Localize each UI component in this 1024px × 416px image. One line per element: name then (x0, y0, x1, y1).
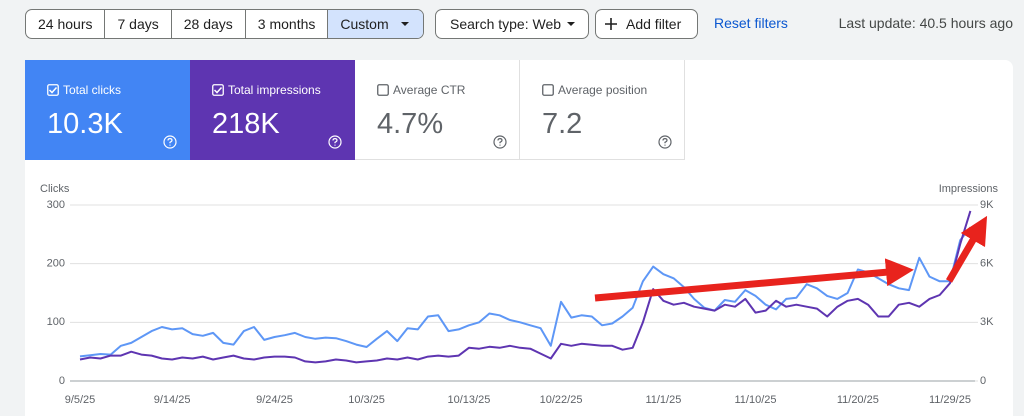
y-axis-label: Clicks (40, 183, 70, 195)
help-icon (328, 135, 342, 149)
metric-label: Average CTR (393, 83, 466, 97)
help-glyph (332, 137, 338, 146)
y-tick-label: 300 (47, 199, 65, 211)
help-glyph (662, 137, 668, 146)
metric-value: 10.3K (47, 108, 123, 140)
metric-card[interactable]: Total impressions 218K (190, 60, 355, 160)
date-range-group: 24 hours 7 days 28 days 3 months Custom (25, 9, 424, 39)
help-circle (163, 135, 177, 149)
checkbox-box (47, 84, 59, 96)
help-glyph (167, 137, 173, 146)
x-tick-label: 11/10/25 (735, 394, 777, 406)
y2-tick-label: 0 (980, 375, 986, 387)
date-range-button[interactable]: 28 days (170, 10, 245, 38)
help-circle (493, 135, 507, 149)
plus-icon (605, 18, 617, 30)
checkbox (47, 84, 59, 96)
add-filter-button[interactable]: Add filter (595, 9, 698, 39)
search-type-text: Search type: Web (450, 16, 562, 32)
metric-value: 4.7% (377, 108, 444, 140)
x-tick-label: 9/24/25 (256, 394, 293, 406)
checkmark (48, 86, 58, 94)
checkbox (212, 84, 224, 96)
checkbox-box (377, 84, 389, 96)
x-tick-label: 11/1/25 (645, 394, 681, 406)
help-icon (493, 135, 507, 149)
series-line (79, 210, 972, 364)
last-update: Last update: 40.5 hours ago (838, 15, 1013, 31)
metric-label: Average position (558, 83, 648, 97)
checkbox (542, 84, 554, 96)
help-glyph (497, 137, 503, 146)
date-range-button[interactable]: 24 hours (38, 16, 93, 32)
metric-label: Total impressions (228, 83, 321, 97)
y2-tick-label: 3K (980, 316, 994, 328)
x-tick-label: 10/22/25 (540, 394, 583, 406)
y-tick-label: 200 (47, 258, 65, 270)
checkbox-box (212, 84, 224, 96)
metric-value: 7.2 (542, 108, 583, 140)
x-tick-label: 10/13/25 (448, 394, 491, 406)
metric-card[interactable]: Average CTR 4.7% (355, 60, 520, 160)
x-tick-label: 11/29/25 (929, 394, 971, 406)
y2-tick-label: 6K (980, 258, 994, 270)
help-icon (658, 135, 672, 149)
caret (567, 22, 575, 26)
x-tick-label: 10/3/25 (348, 394, 385, 406)
x-tick-label: 9/5/25 (65, 394, 96, 406)
date-range-button[interactable]: 7 days (104, 10, 170, 38)
date-range-button[interactable]: Custom (327, 10, 423, 38)
add-filter-text: Add filter (626, 16, 682, 32)
x-tick-label: 11/20/25 (837, 394, 879, 406)
checkmark (213, 86, 223, 94)
y-tick-label: 0 (59, 375, 65, 387)
search-type-button[interactable]: Search type: Web (435, 9, 589, 39)
y2-tick-label: 9K (980, 199, 994, 211)
metric-card[interactable]: Average position 7.2 (520, 60, 685, 160)
help-circle (328, 135, 342, 149)
series-line (79, 226, 972, 358)
date-range-button[interactable]: 3 months (244, 10, 328, 38)
y-tick-label: 100 (47, 316, 65, 328)
checkbox (377, 84, 389, 96)
metric-label: Total clicks (63, 83, 122, 97)
reset-filters-link[interactable]: Reset filters (714, 15, 788, 31)
help-circle (658, 135, 672, 149)
metric-card[interactable]: Total clicks 10.3K (25, 60, 190, 160)
metric-value: 218K (212, 108, 280, 140)
checkbox-box (542, 84, 554, 96)
y2-axis-label: Impressions (939, 183, 999, 195)
x-tick-label: 9/14/25 (154, 394, 191, 406)
help-icon (163, 135, 177, 149)
